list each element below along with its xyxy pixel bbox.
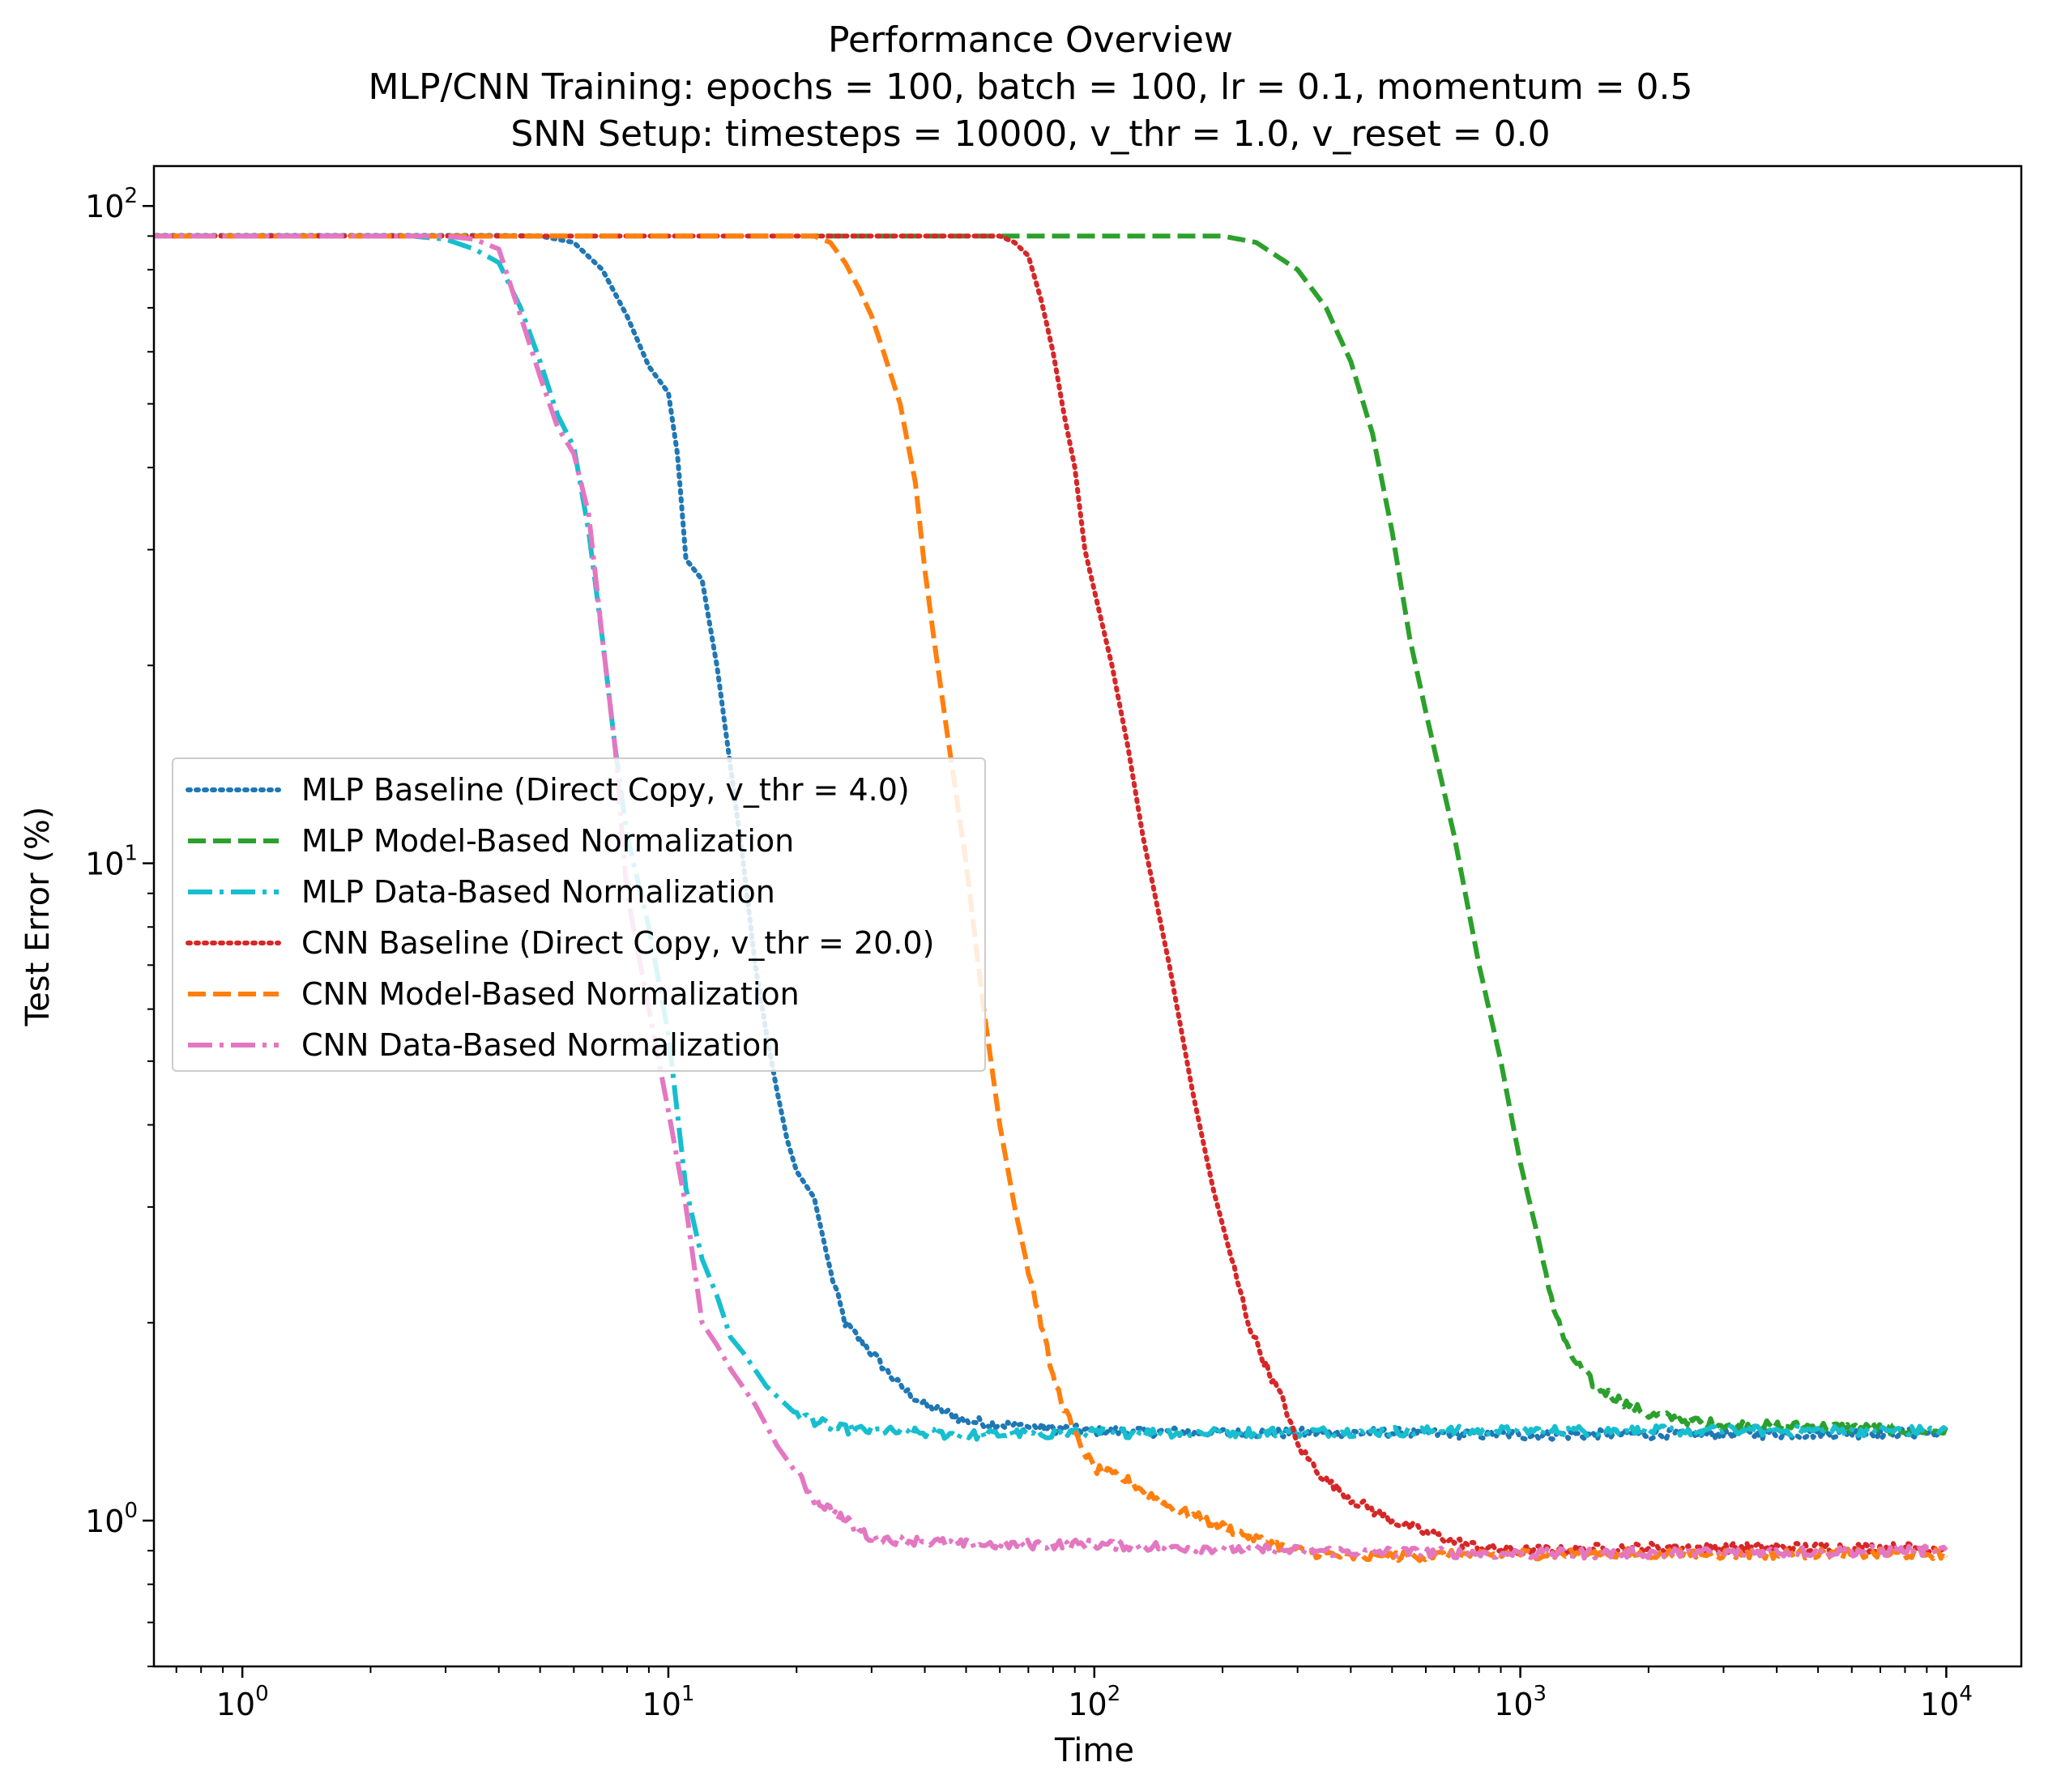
legend-item-mlp-baseline: MLP Baseline (Direct Copy, v_thr = 4.0) xyxy=(185,767,910,813)
y-axis-label: Test Error (%) xyxy=(19,807,57,1027)
legend-swatch-mlp-data-based xyxy=(188,890,279,894)
legend-item-cnn-data-based: CNN Data-Based Normalization xyxy=(185,1022,780,1068)
x-axis-label: Time xyxy=(1054,1732,1134,1769)
chart-subtitle-2: SNN Setup: timesteps = 10000, v_thr = 1.… xyxy=(510,113,1551,155)
legend-label-cnn-model-based: CNN Model-Based Normalization xyxy=(301,976,800,1012)
legend: MLP Baseline (Direct Copy, v_thr = 4.0) … xyxy=(172,757,986,1072)
legend-item-mlp-model-based: MLP Model-Based Normalization xyxy=(185,818,794,864)
legend-label-mlp-baseline: MLP Baseline (Direct Copy, v_thr = 4.0) xyxy=(301,772,910,808)
legend-swatch-mlp-baseline xyxy=(186,787,281,792)
legend-label-cnn-data-based: CNN Data-Based Normalization xyxy=(301,1027,781,1063)
y-tick-label-2: 102 xyxy=(85,184,138,224)
x-tick-label-0: 100 xyxy=(216,1682,269,1722)
series-line-2 xyxy=(154,233,1948,1442)
legend-label-mlp-model-based: MLP Model-Based Normalization xyxy=(301,823,795,859)
series-line-5 xyxy=(154,233,1948,1561)
legend-swatch-cnn-baseline xyxy=(186,941,281,945)
legend-item-cnn-model-based: CNN Model-Based Normalization xyxy=(185,971,800,1017)
tick-layer: 100 101 102 103 104 100 101 102 xyxy=(85,184,1973,1722)
x-tick-label-3: 103 xyxy=(1494,1682,1547,1722)
legend-swatch-cnn-model-based xyxy=(188,992,279,996)
y-tick-label-0: 100 xyxy=(85,1499,138,1539)
legend-item-mlp-data-based: MLP Data-Based Normalization xyxy=(185,869,775,915)
plot-frame xyxy=(152,164,2023,1668)
legend-label-mlp-data-based: MLP Data-Based Normalization xyxy=(301,874,775,910)
legend-swatch-cnn-data-based xyxy=(188,1043,279,1047)
chart-subtitle-1: MLP/CNN Training: epochs = 100, batch = … xyxy=(368,66,1693,108)
series-line-4 xyxy=(154,233,1949,1564)
x-tick-label-2: 102 xyxy=(1068,1682,1120,1722)
chart-title: Performance Overview xyxy=(828,19,1233,61)
x-tick-label-4: 104 xyxy=(1920,1682,1973,1722)
x-tick-label-1: 101 xyxy=(642,1682,695,1722)
series-layer xyxy=(154,233,1949,1564)
legend-swatch-mlp-model-based xyxy=(188,838,279,843)
legend-label-cnn-baseline: CNN Baseline (Direct Copy, v_thr = 20.0) xyxy=(301,925,935,961)
legend-item-cnn-baseline: CNN Baseline (Direct Copy, v_thr = 20.0) xyxy=(185,920,934,966)
y-tick-label-1: 101 xyxy=(85,842,138,882)
